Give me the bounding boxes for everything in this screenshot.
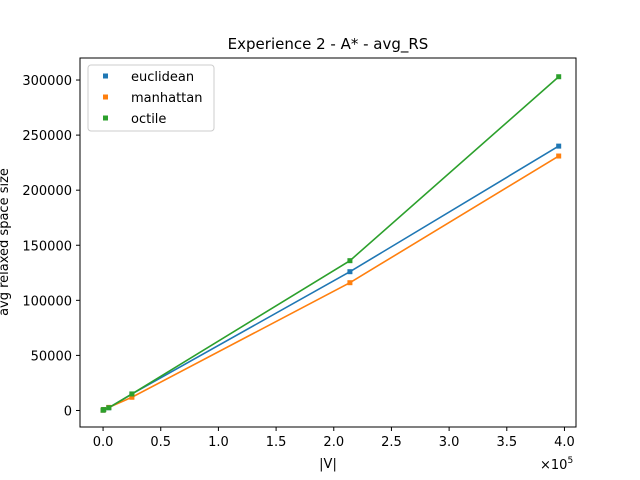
x-tick-label: 0.0: [93, 435, 114, 450]
plot-area: [100, 74, 562, 413]
chart-title: Experience 2 - A* - avg_RS: [228, 35, 429, 54]
legend-label-manhattan: manhattan: [131, 91, 202, 106]
x-tick-label: 4.0: [554, 435, 575, 450]
legend-label-octile: octile: [131, 112, 166, 127]
legend: euclidean manhattan octile: [87, 64, 215, 132]
legend-marker-octile: [103, 115, 108, 121]
y-axis-label: avg relaxed space size: [0, 168, 12, 316]
legend-marker-manhattan: [103, 94, 108, 100]
x-multiplier-exponent: 5: [567, 456, 573, 466]
x-tick-label: 1.0: [208, 435, 229, 450]
plot-frame: [79, 57, 577, 428]
y-tick-label: 300000: [22, 74, 72, 89]
data-point-octile: [556, 74, 562, 80]
y-tick-label: 50000: [31, 349, 72, 364]
data-point-euclidean: [556, 143, 562, 149]
legend-box: [87, 64, 215, 132]
y-tick-label: 0: [64, 404, 72, 419]
x-tick-label: 2.5: [381, 435, 402, 450]
data-point-octile: [129, 391, 135, 397]
legend-marker-euclidean: [103, 73, 108, 79]
x-tick-label: 0.5: [150, 435, 171, 450]
data-point-octile: [106, 405, 112, 411]
x-axis-label: |V|: [319, 457, 337, 472]
data-point-euclidean: [347, 269, 353, 275]
data-point-octile: [101, 407, 107, 413]
data-point-manhattan: [347, 280, 353, 286]
x-tick-label: 2.0: [323, 435, 344, 450]
y-tick-label: 150000: [22, 239, 72, 254]
x-multiplier: ×105: [540, 456, 573, 473]
x-tick-label: 3.5: [496, 435, 517, 450]
data-point-octile: [347, 258, 353, 264]
x-axis: 0.0 0.5 1.0 1.5 2.0 2.5 3.0 3.5 4.0: [93, 427, 575, 450]
x-tick-label: 3.0: [439, 435, 460, 450]
x-tick-label: 1.5: [266, 435, 287, 450]
data-point-manhattan: [129, 394, 135, 400]
y-tick-label: 100000: [22, 294, 72, 309]
y-axis: 0 50000 100000 150000 200000 250000 300000: [22, 74, 80, 419]
y-tick-label: 200000: [22, 184, 72, 199]
x-multiplier-base: ×10: [540, 458, 567, 473]
data-point-manhattan: [556, 153, 562, 159]
legend-label-euclidean: euclidean: [131, 70, 194, 85]
y-tick-label: 250000: [22, 129, 72, 144]
